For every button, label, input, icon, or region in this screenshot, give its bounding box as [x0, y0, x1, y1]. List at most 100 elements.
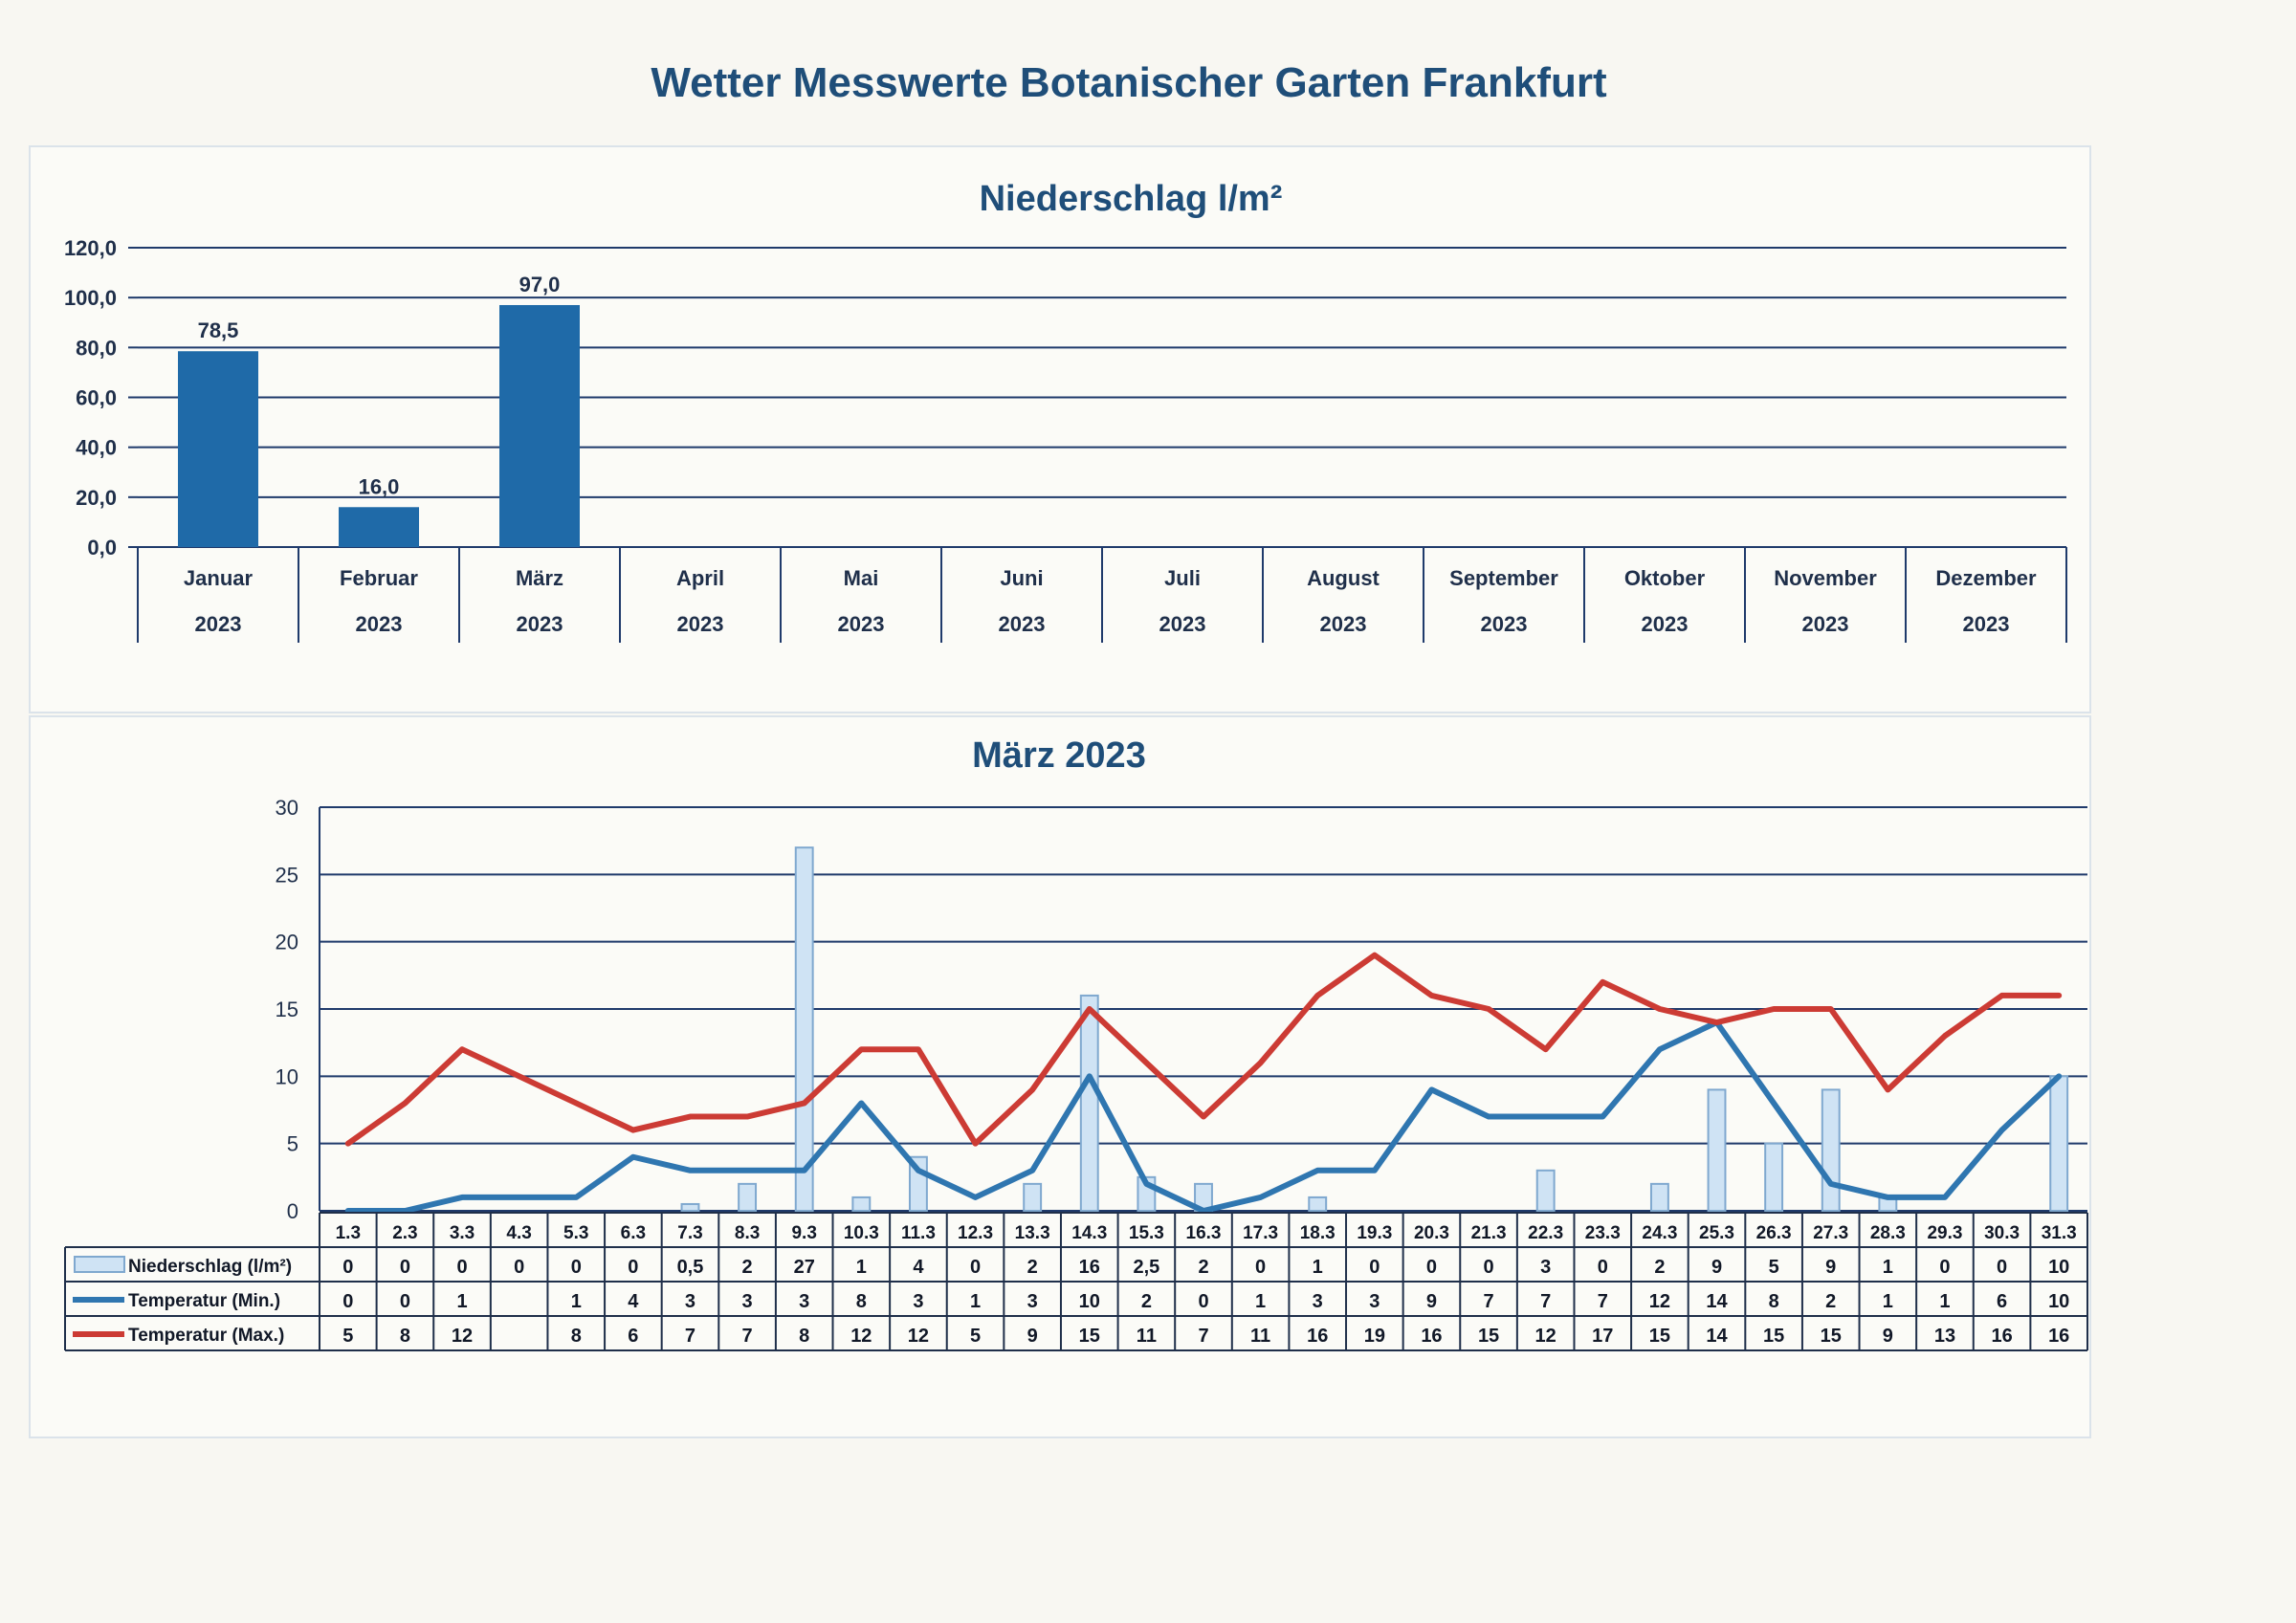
monthly-precipitation-chart: Niederschlag l/m² 0,0 20,0 40,0 60,0 80,0 100,… [64, 179, 2067, 643]
data-label: 78,5 [198, 318, 239, 342]
bar [339, 507, 419, 547]
bar [499, 304, 580, 547]
table-cell: 3 [742, 1291, 753, 1312]
table-cell: 0 [1598, 1257, 1608, 1278]
x-tick-label: 21.3 [1471, 1223, 1507, 1243]
x-tick-label: September [1449, 566, 1558, 590]
x-tick-year: 2023 [1963, 612, 2010, 636]
march-weather-panel: März 2023 0 5 10 15 20 25 30 1.3 2.3 3.3 4.3 5.3 6.3 7… [29, 715, 2091, 1438]
table-cell: 8 [856, 1291, 867, 1312]
table-cell: 0 [1939, 1257, 1950, 1278]
table-cell: 3 [913, 1291, 923, 1312]
x-tick-label: 10.3 [844, 1223, 879, 1243]
table-cell: 0,5 [677, 1257, 704, 1278]
table-cell: 6 [628, 1326, 638, 1347]
table-cell: 6 [1997, 1291, 2007, 1312]
x-tick-label: Juli [1164, 566, 1201, 590]
table-cell: 0 [1997, 1257, 2007, 1278]
table-cell: 5 [342, 1326, 353, 1347]
x-tick-label: 3.3 [450, 1223, 475, 1243]
x-tick-year: 2023 [1642, 612, 1689, 636]
table-cell: 10 [1079, 1291, 1100, 1312]
table-cell: 9 [1883, 1326, 1893, 1347]
table-cell: 0 [1198, 1291, 1208, 1312]
y-tick-label: 10 [276, 1064, 298, 1088]
table-cell: 13 [1934, 1326, 1955, 1347]
table-cell: 0 [514, 1257, 524, 1278]
table-cell: 12 [1535, 1326, 1556, 1347]
x-tick-label: 9.3 [791, 1223, 816, 1243]
table-cell: 4 [913, 1257, 924, 1278]
table-cell: 7 [1484, 1291, 1494, 1312]
y-tick-label: 60,0 [76, 386, 117, 410]
table-cell: 3 [1027, 1291, 1038, 1312]
x-tick-label: 17.3 [1243, 1223, 1278, 1243]
table-cell: 7 [1198, 1326, 1208, 1347]
table-cell: 0 [400, 1291, 410, 1312]
monthly-precipitation-panel: Niederschlag l/m² 0,0 20,0 40,0 60,0 80,0 100,… [29, 145, 2091, 713]
x-tick-label: Oktober [1624, 566, 1706, 590]
x-tick-label: 13.3 [1015, 1223, 1050, 1243]
table-cell: 15 [1478, 1326, 1499, 1347]
table-cell: 3 [685, 1291, 695, 1312]
table-cell: 0 [342, 1257, 353, 1278]
table-cell: 1 [1313, 1257, 1323, 1278]
y-tick-label: 80,0 [76, 336, 117, 360]
precipitation-bar [1535, 1169, 1556, 1212]
temperature-min-line [344, 1020, 2063, 1214]
table-cell: 1 [970, 1291, 981, 1312]
data-label: 97,0 [519, 273, 561, 296]
precipitation-bar [1649, 1182, 1669, 1213]
table-cell: 2 [1654, 1257, 1665, 1278]
table-cell: 8 [1769, 1291, 1779, 1312]
table-cell: 4 [628, 1291, 639, 1312]
x-tick-label: 31.3 [2042, 1223, 2077, 1243]
table-cell: 10 [2048, 1257, 2069, 1278]
chart-title: März 2023 [972, 735, 1146, 776]
table-cell: 9 [1426, 1291, 1437, 1312]
table-cell: 0 [456, 1257, 467, 1278]
x-tick-year: 2023 [1159, 612, 1206, 636]
table-cell: 0 [1369, 1257, 1380, 1278]
table-cell: 2 [1027, 1257, 1038, 1278]
table-cell: 5 [970, 1326, 981, 1347]
precipitation-bar [1308, 1195, 1328, 1212]
x-tick-label: 15.3 [1129, 1223, 1164, 1243]
x-tick-label: 2.3 [392, 1223, 417, 1243]
table-cell: 0 [970, 1257, 981, 1278]
legend-swatch [74, 1256, 125, 1273]
y-tick-label: 100,0 [64, 286, 117, 310]
table-cell: 8 [400, 1326, 410, 1347]
table-cell: 12 [452, 1326, 473, 1347]
table-cell: 0 [571, 1257, 582, 1278]
table-cell: 3 [799, 1291, 809, 1312]
x-tick-label: 25.3 [1699, 1223, 1734, 1243]
x-tick-label: 29.3 [1927, 1223, 1962, 1243]
y-tick-label: 0 [287, 1199, 298, 1223]
precipitation-bar [738, 1182, 758, 1213]
table-cell: 16 [1421, 1326, 1442, 1347]
y-tick-label: 5 [287, 1132, 298, 1156]
x-tick-label: 12.3 [958, 1223, 993, 1243]
table-cell: 1 [571, 1291, 582, 1312]
table-cell: 16 [1307, 1326, 1328, 1347]
page-title: Wetter Messwerte Botanischer Garten Fran… [651, 59, 1607, 106]
precipitation-bar [2049, 1075, 2069, 1213]
table-cell: 0 [1255, 1257, 1266, 1278]
table-cell: 0 [1426, 1257, 1437, 1278]
legend-label: Niederschlag (l/m²) [128, 1257, 292, 1277]
y-tick-label: 25 [276, 863, 298, 887]
table-cell: 15 [1763, 1326, 1784, 1347]
precipitation-bar [1821, 1088, 1841, 1212]
table-cell: 2 [1825, 1291, 1836, 1312]
table-cell: 10 [2048, 1291, 2069, 1312]
x-tick-label: Mai [844, 566, 879, 590]
table-cell: 7 [685, 1326, 695, 1347]
table-cell: 5 [1769, 1257, 1779, 1278]
x-tick-label: 28.3 [1870, 1223, 1906, 1243]
x-tick-year: 2023 [1802, 612, 1849, 636]
table-cell: 1 [456, 1291, 467, 1312]
bar [178, 351, 258, 547]
x-tick-label: 16.3 [1186, 1223, 1222, 1243]
